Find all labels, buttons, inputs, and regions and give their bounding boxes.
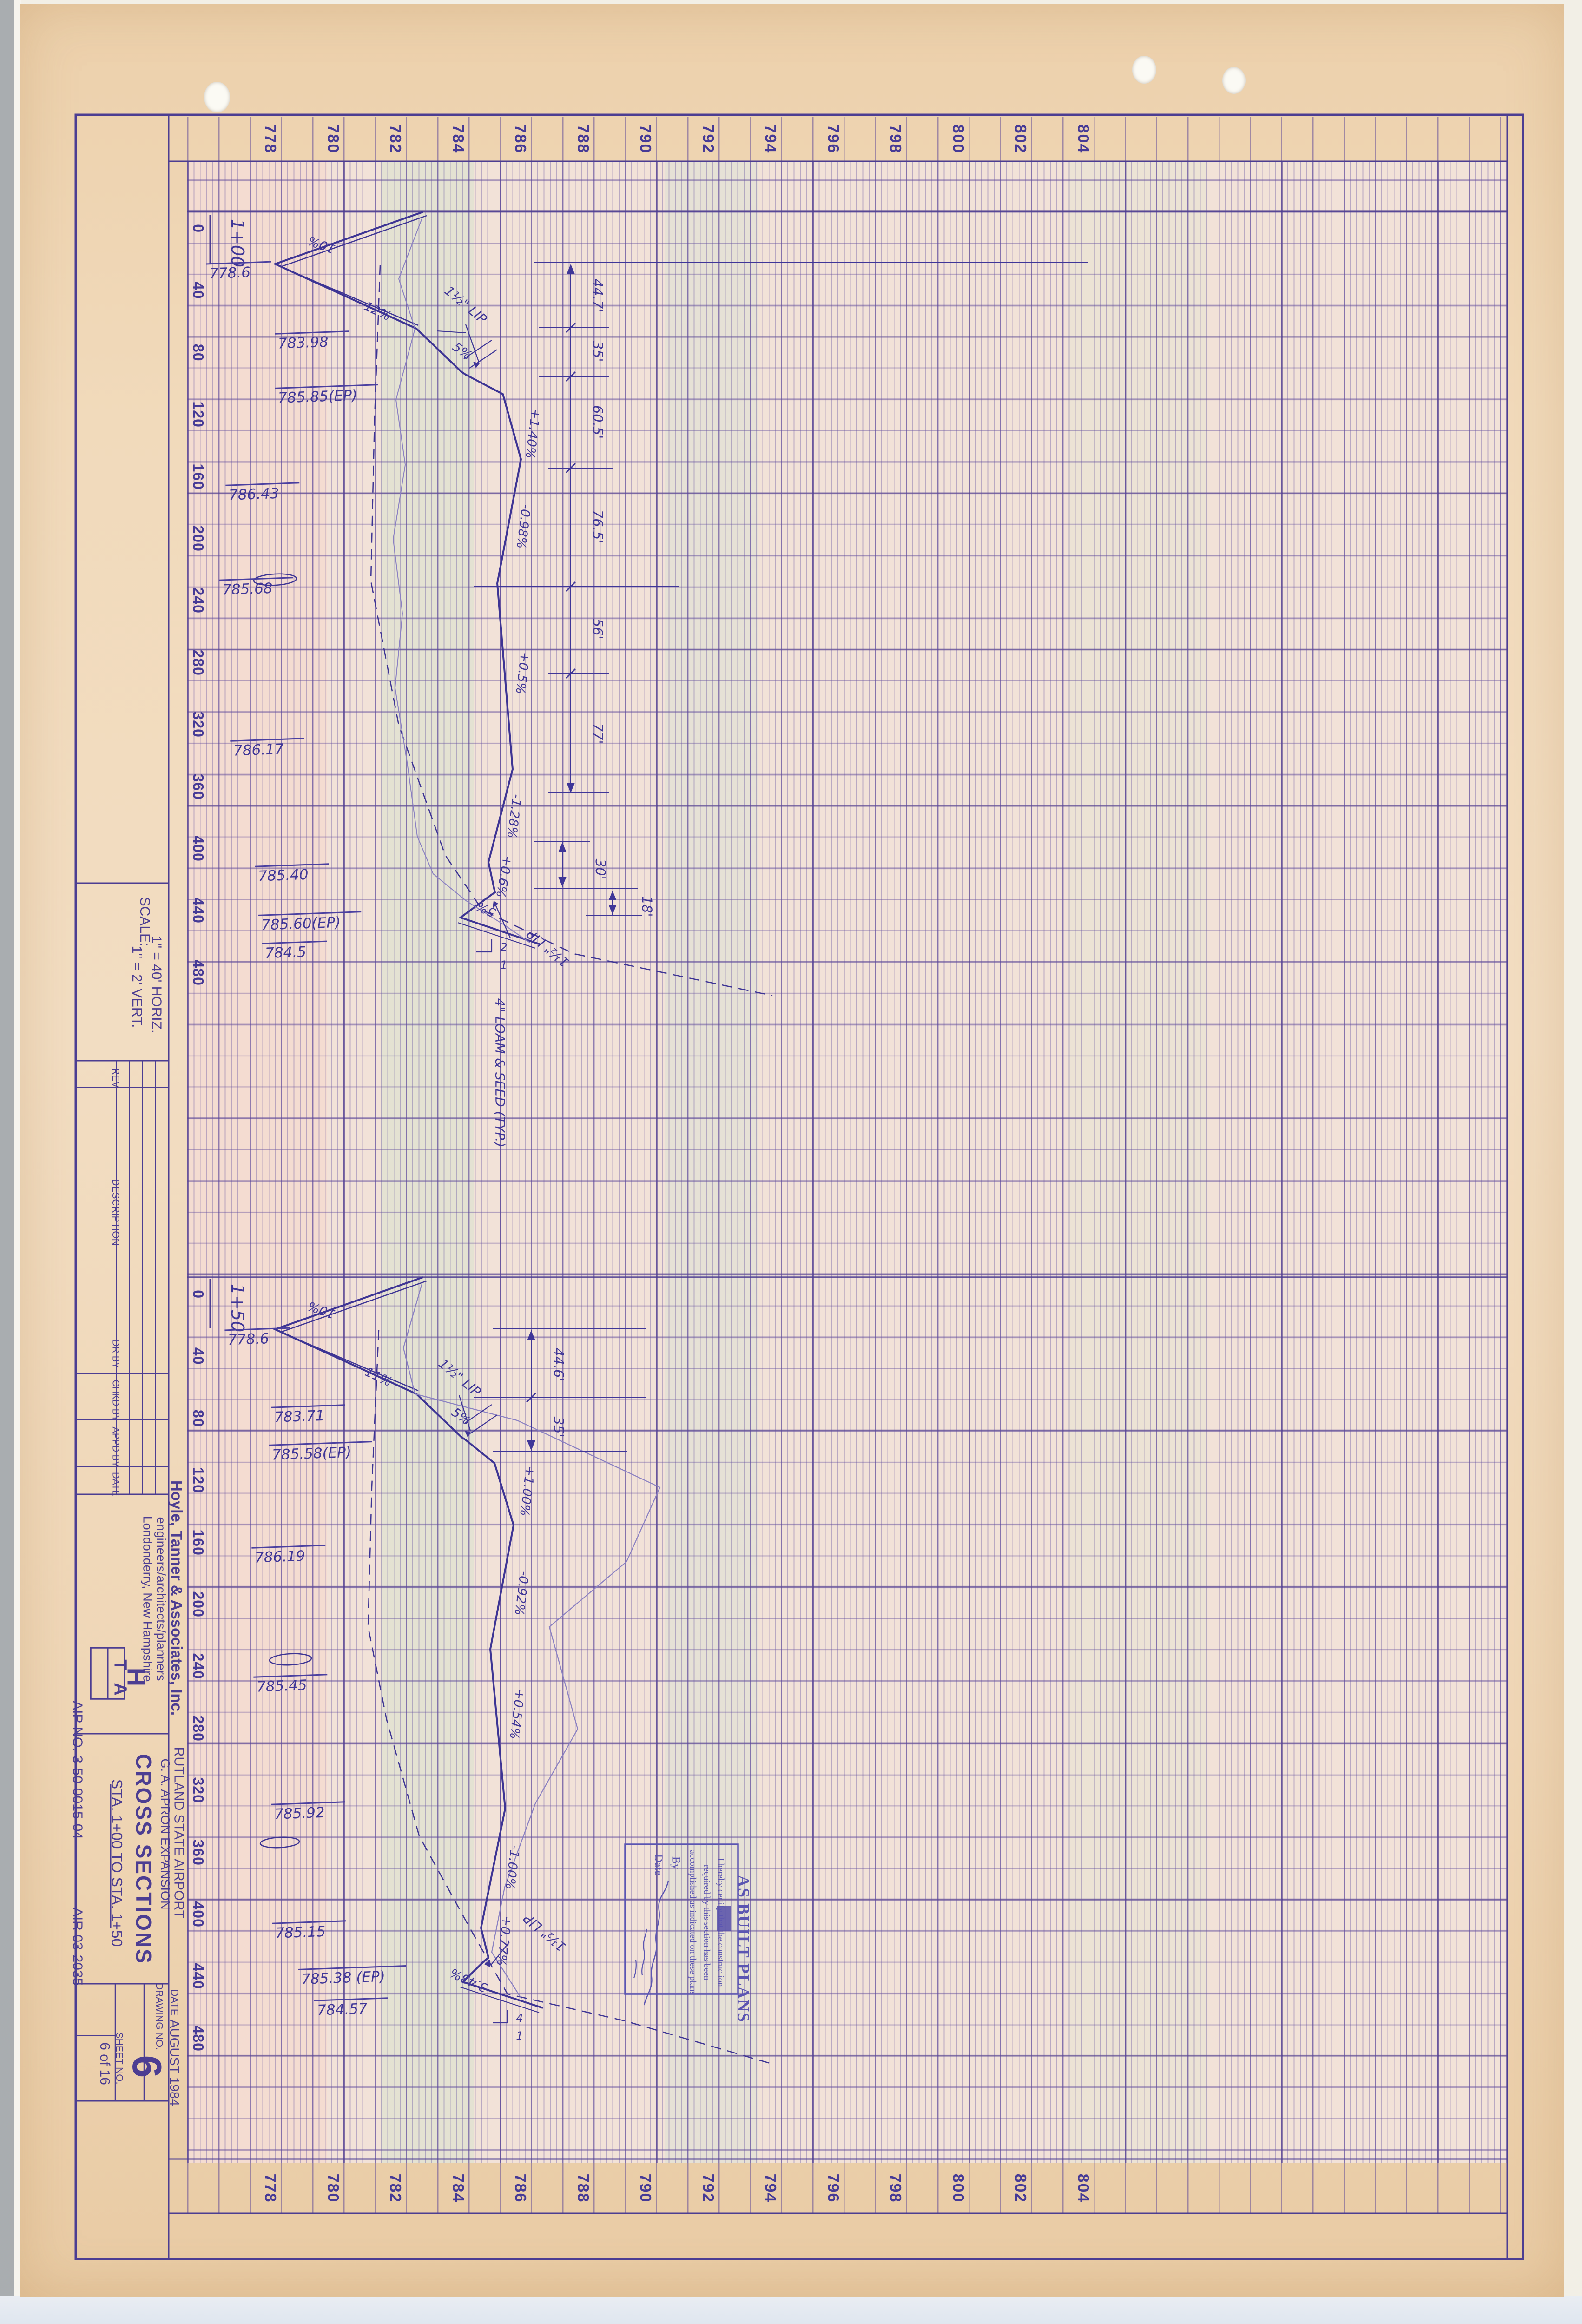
dimension-label: 77' [590,723,606,744]
sheet-no-label: SHEET NO. [114,2032,125,2085]
loam-seed-note: 4" LOAM & SEED (TYP.) [492,998,508,1148]
dimension-label: 18' [639,896,655,917]
drawing-no-label: DRAWING NO. [154,1983,165,2050]
firm-name: Hoyle, Tanner & Associates, Inc. [168,1480,185,1716]
punch-hole [1222,67,1246,94]
elevation-callout: 785.60(EP) [258,911,362,934]
elevation-callout: 785.45 [253,1674,329,1696]
sheet-title: CROSS SECTIONS [132,1754,156,1965]
scan-bottom-strip [0,2296,1582,2324]
logo-letter-t: T [110,1659,130,1670]
elevation-callout: 786.19 [251,1545,327,1566]
drawing-linework [74,113,1524,2260]
stamp-line1: I hereby certify that the construction [716,1858,725,1987]
checked-by-header: CHKD BY [110,1380,121,1421]
firm-location: Londonderry, New Hampshire [140,1516,155,1682]
elevation-callout: 778.6 [206,261,272,283]
stamp-line2: required by this section has been [702,1864,712,1981]
elevation-callout: 785.58(EP) [269,1441,373,1464]
sheet-no-value: 6 of 16 [97,2042,112,2085]
issue-date-label: DATE [169,1989,180,2016]
air-number: AIR 03-2035 [70,1907,85,1986]
punch-hole [204,82,230,112]
elevation-label-band-bottom [187,2163,1507,2214]
slope-ratio-a: 2 [500,941,508,954]
scale-horizontal: 1" = 40' HORIZ. [149,935,164,1034]
station-limits: STA. 1+00 TO STA. 1+50 [108,1779,125,1947]
elevation-callout: 783.98 [275,330,350,352]
dimension-label: 35' [551,1416,567,1438]
stamp-by-label: By [670,1856,682,1870]
logo-letter-a: A [110,1683,130,1696]
approved-by-header: APPD BY [110,1426,121,1467]
elevation-label-band-top [187,117,1507,161]
dimension-label: 56' [590,618,606,640]
elevation-callout: 783.71 [271,1404,346,1426]
elevation-callout: 785.68 [219,577,294,599]
station-label: 1+00 [227,218,248,268]
elevation-callout: 786.17 [230,738,305,759]
slope-ratio-b: 1 [500,958,508,971]
punch-hole [1132,56,1156,84]
date-header: DATE [110,1472,121,1496]
dimension-label: 35' [590,341,606,362]
elevation-callout: 786.43 [225,482,301,504]
elevation-callout: 785.40 [255,863,330,885]
drawn-by-header: DR BY [110,1340,121,1368]
project-job: G. A. APRON EXPANSION [158,1758,172,1910]
scan-edge-strip [0,0,14,2324]
dimension-label: 44.6' [551,1347,567,1382]
description-header: DESCRIPTION [110,1179,121,1246]
elevation-callout: 784.5 [262,940,328,962]
scale-vertical: 1" = 2' VERT. [129,945,145,1028]
project-owner: RUTLAND STATE AIRPORT [171,1747,186,1919]
elevation-callout: 785.92 [271,1801,346,1823]
elevation-callout: 785.85(EP) [275,384,379,407]
drawing-paper: 778 780 782 784 786 788 790 792 794 796 798 800 802 8… [20,4,1564,2297]
stamp-date-label: Date [652,1854,665,1875]
firm-profession: engineers/architects/planners [154,1517,168,1681]
scan-edge-strip-light [14,0,21,2324]
rev-header: REV [110,1068,121,1088]
elevation-callout: 778.6 [224,1327,290,1349]
dimension-label: 30' [593,858,608,880]
elevation-callout: 785.15 [272,1920,347,1942]
station-label: 1+50 [227,1283,248,1333]
drawing-no-value: 6 [124,2055,170,2078]
dimension-label: 60.5' [590,405,606,439]
dimension-label: 76.5' [590,509,606,544]
elevation-callout: 785.38 (EP) [298,1965,407,1988]
stamp-line3: accomplished as indicated on these plans [688,1850,698,1995]
slope-ratio-a: 4 [516,2012,523,2025]
elevation-callout: 784.57 [314,1997,389,2019]
slope-ratio-b: 1 [516,2029,523,2042]
aip-number: AIP NO. 3-50-0015-04 [70,1701,85,1839]
stamp-title: AS BUILT PLANS [734,1875,753,2023]
profile-grid-paper [187,161,1507,2163]
dimension-label: 44.7' [590,278,606,313]
